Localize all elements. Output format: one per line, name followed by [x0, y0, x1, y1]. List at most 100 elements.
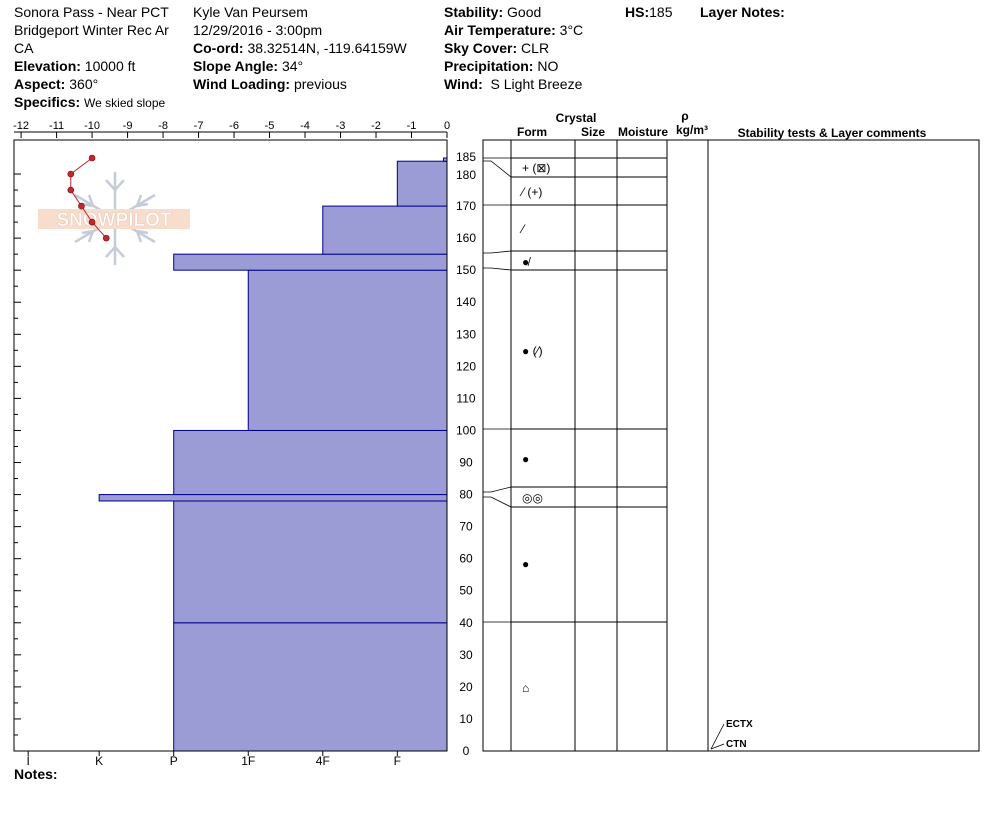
temperature-point — [102, 234, 110, 242]
top-axis-tick-label: -2 — [371, 120, 381, 132]
layer-connector — [483, 267, 512, 271]
grain-form-symbol: ● — [522, 452, 529, 466]
location-line-2: Bridgeport Winter Rec Ar — [14, 22, 169, 38]
top-axis-tick-label: 0 — [444, 120, 450, 132]
test-arrow-line — [710, 723, 725, 750]
hardness-bar — [173, 500, 448, 624]
elevation-value: 10000 ft — [84, 58, 136, 74]
slope-value: 34° — [281, 58, 304, 74]
top-axis-tick-label: -11 — [49, 120, 64, 132]
temperature-point — [88, 218, 96, 226]
height-axis-label: 150 — [456, 263, 476, 277]
bottom-axis-tick-label: I — [27, 754, 30, 768]
hs-value: 185 — [649, 4, 673, 20]
wind-loading-value: previous — [293, 76, 347, 92]
height-axis-label: 110 — [456, 391, 475, 405]
hardness-bar — [442, 157, 448, 162]
height-axis-label: 70 — [459, 520, 473, 534]
top-axis-tick-label: -8 — [158, 120, 168, 132]
grain-form-symbol: ⁄ — [519, 222, 526, 236]
coord-label: Co-ord: — [193, 40, 244, 56]
precip-row: Precipitation: NO — [444, 57, 558, 75]
top-axis-tick-label: -12 — [13, 120, 29, 132]
layer-connector — [483, 250, 512, 254]
wind-loading-row: Wind Loading: previous — [193, 75, 347, 93]
stability-row: Stability: Good — [444, 3, 541, 21]
height-axis-label: 80 — [459, 488, 473, 502]
temperature-point — [78, 202, 85, 210]
grain-form-symbol: ◎◎ — [522, 491, 543, 505]
hs-label: HS: — [625, 4, 650, 20]
hardness-bar — [322, 205, 448, 255]
crystal-header: Crystal — [556, 111, 597, 125]
hardness-bar — [173, 253, 448, 271]
hardness-bar — [173, 429, 448, 496]
size-header: Size — [581, 125, 605, 139]
elevation-label: Elevation: — [14, 58, 81, 74]
form-header: Form — [517, 125, 547, 139]
sky-label: Sky Cover: — [444, 40, 518, 56]
bottom-axis-tick-label: F — [394, 754, 401, 768]
hardness-bar — [173, 622, 448, 752]
layer-table-frame — [482, 139, 980, 752]
temperature-line — [70, 157, 107, 239]
grain-form-symbol: ●̸ — [522, 255, 531, 269]
bottom-axis-tick-label: K — [95, 754, 103, 768]
top-axis-tick-label: -3 — [336, 120, 346, 132]
specifics-value: We skied slope — [84, 96, 166, 110]
comments-header: Stability tests & Layer comments — [738, 126, 927, 140]
hs-row: HS:185 — [625, 3, 672, 21]
layer-connector — [483, 160, 512, 178]
hardness-bar — [98, 494, 448, 502]
wind-label: Wind: — [444, 76, 483, 92]
height-axis-label: 90 — [459, 456, 473, 470]
coord-row: Co-ord: 38.32514N, -119.64159W — [193, 39, 407, 57]
layer-notes-label: Layer Notes: — [700, 4, 785, 20]
temperature-point — [67, 170, 75, 178]
moisture-header: Moisture — [618, 125, 668, 139]
wind-value: S Light Breeze — [490, 76, 583, 92]
top-axis-tick-label: -5 — [265, 120, 275, 132]
grain-form-symbol: ⌂ — [522, 681, 529, 695]
precip-label: Precipitation: — [444, 58, 534, 74]
height-axis-label: 60 — [459, 552, 473, 566]
height-axis-label: 185 — [456, 150, 476, 164]
slope-row: Slope Angle: 34° — [193, 57, 303, 75]
layer-connector — [483, 486, 512, 493]
test-arrow-line — [710, 743, 725, 750]
hardness-plot-frame — [13, 139, 448, 752]
stability-test-label: CTN — [726, 739, 747, 750]
grain-form-symbol: ● — [522, 557, 529, 571]
density-unit-header: kg/m³ — [676, 123, 708, 137]
layer-connector — [483, 496, 512, 508]
wind-row: Wind: S Light Breeze — [444, 75, 582, 93]
temperature-point — [67, 186, 75, 194]
snowpilot-logo: SNOWPILOT — [38, 172, 190, 265]
height-axis-label: 0 — [463, 744, 470, 758]
location-line-3: CA — [14, 40, 34, 56]
grain-form-symbol: ⁄ (+) — [519, 185, 542, 199]
snowpilot-logo-text: SNOWPILOT — [56, 210, 171, 231]
height-axis-label: 50 — [459, 584, 473, 598]
aspect-label: Aspect: — [14, 76, 66, 92]
top-axis-tick-label: -6 — [229, 120, 239, 132]
bottom-axis-tick-label: P — [170, 754, 178, 768]
stability-value: Good — [507, 4, 542, 20]
temperature-point — [88, 154, 96, 162]
wind-loading-label: Wind Loading: — [193, 76, 291, 92]
coord-value: 38.32514N, -119.64159W — [247, 40, 407, 56]
location-line-1: Sonora Pass - Near PCT — [14, 4, 169, 20]
top-axis-tick-label: -4 — [300, 120, 310, 132]
air-temp-row: Air Temperature: 3°C — [444, 21, 583, 39]
sky-row: Sky Cover: CLR — [444, 39, 549, 57]
hardness-bar — [396, 160, 448, 207]
stability-label: Stability: — [444, 4, 504, 20]
precip-value: NO — [537, 58, 559, 74]
elevation-row: Elevation: 10000 ft — [14, 57, 135, 75]
air-temp-value: 3°C — [559, 22, 584, 38]
grain-form-symbol: ● (⁄) — [522, 344, 543, 358]
stability-test-label: ECTX — [726, 719, 753, 730]
top-axis-tick-label: -10 — [84, 120, 100, 132]
specifics-label: Specifics: — [14, 94, 81, 110]
